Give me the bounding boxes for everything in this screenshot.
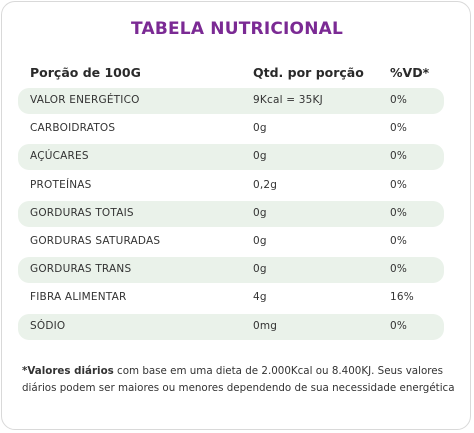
table-row: VALOR ENERGÉTICO 9Kcal = 35KJ 0%: [18, 88, 444, 114]
page-title: TABELA NUTRICIONAL: [130, 19, 344, 39]
nutrient-vd: 0%: [390, 122, 408, 135]
table-row: GORDURAS SATURADAS 0g 0%: [18, 229, 444, 255]
nutrient-name: AÇÚCARES: [30, 150, 89, 163]
table-row: CARBOIDRATOS 0g 0%: [18, 116, 444, 142]
nutrient-quantity: 0g: [253, 263, 267, 276]
nutrient-name: CARBOIDRATOS: [30, 122, 116, 135]
footnote-text: com base em uma dieta de 2.000Kcal ou 8.…: [22, 365, 455, 394]
nutrient-vd: 0%: [390, 178, 408, 191]
nutrient-quantity: 0g: [253, 206, 267, 219]
header-quantity: Qtd. por porção: [253, 65, 364, 80]
nutrient-quantity: 0,2g: [253, 178, 278, 191]
nutrient-name: VALOR ENERGÉTICO: [30, 94, 140, 106]
nutrient-vd: 0%: [390, 319, 408, 332]
table-row: GORDURAS TOTAIS 0g 0%: [18, 200, 444, 227]
nutrient-vd: 0%: [390, 206, 408, 219]
nutrient-quantity: 0g: [253, 234, 267, 247]
table-row: SÓDIO 0mg 0%: [18, 313, 444, 340]
header-portion: Porção de 100G: [30, 65, 141, 80]
table-row: PROTEÍNAS 0,2g 0%: [18, 173, 444, 199]
nutrient-name: GORDURAS SATURADAS: [30, 234, 161, 247]
nutrient-name: FIBRA ALIMENTAR: [30, 291, 127, 304]
nutrient-quantity: 0g: [253, 122, 267, 135]
nutrient-quantity: 0g: [253, 150, 267, 163]
nutrient-vd: 0%: [390, 263, 408, 276]
nutrient-name: SÓDIO: [30, 319, 66, 332]
footnote: *Valores diários com base em uma dieta d…: [22, 363, 458, 397]
nutrient-vd: 0%: [390, 94, 408, 106]
nutrient-vd: 0%: [390, 234, 408, 247]
table-row: GORDURAS TRANS 0g 0%: [18, 257, 444, 284]
nutrient-quantity: 9Kcal = 35KJ: [253, 94, 323, 106]
nutrient-vd: 16%: [390, 291, 414, 304]
nutrition-table: VALOR ENERGÉTICO 9Kcal = 35KJ 0% CARBOID…: [18, 88, 444, 342]
table-row: FIBRA ALIMENTAR 4g 16%: [18, 285, 444, 311]
table-row: AÇÚCARES 0g 0%: [18, 144, 444, 171]
table-header: Porção de 100G Qtd. por porção %VD*: [0, 65, 474, 83]
nutrient-quantity: 4g: [253, 291, 267, 304]
nutrient-name: GORDURAS TOTAIS: [30, 206, 134, 219]
nutrient-vd: 0%: [390, 150, 408, 163]
nutrient-quantity: 0mg: [253, 319, 278, 332]
footnote-bold: *Valores diários: [22, 365, 114, 377]
header-vd: %VD*: [390, 65, 430, 80]
nutrient-name: GORDURAS TRANS: [30, 263, 132, 276]
nutrient-name: PROTEÍNAS: [30, 178, 92, 191]
